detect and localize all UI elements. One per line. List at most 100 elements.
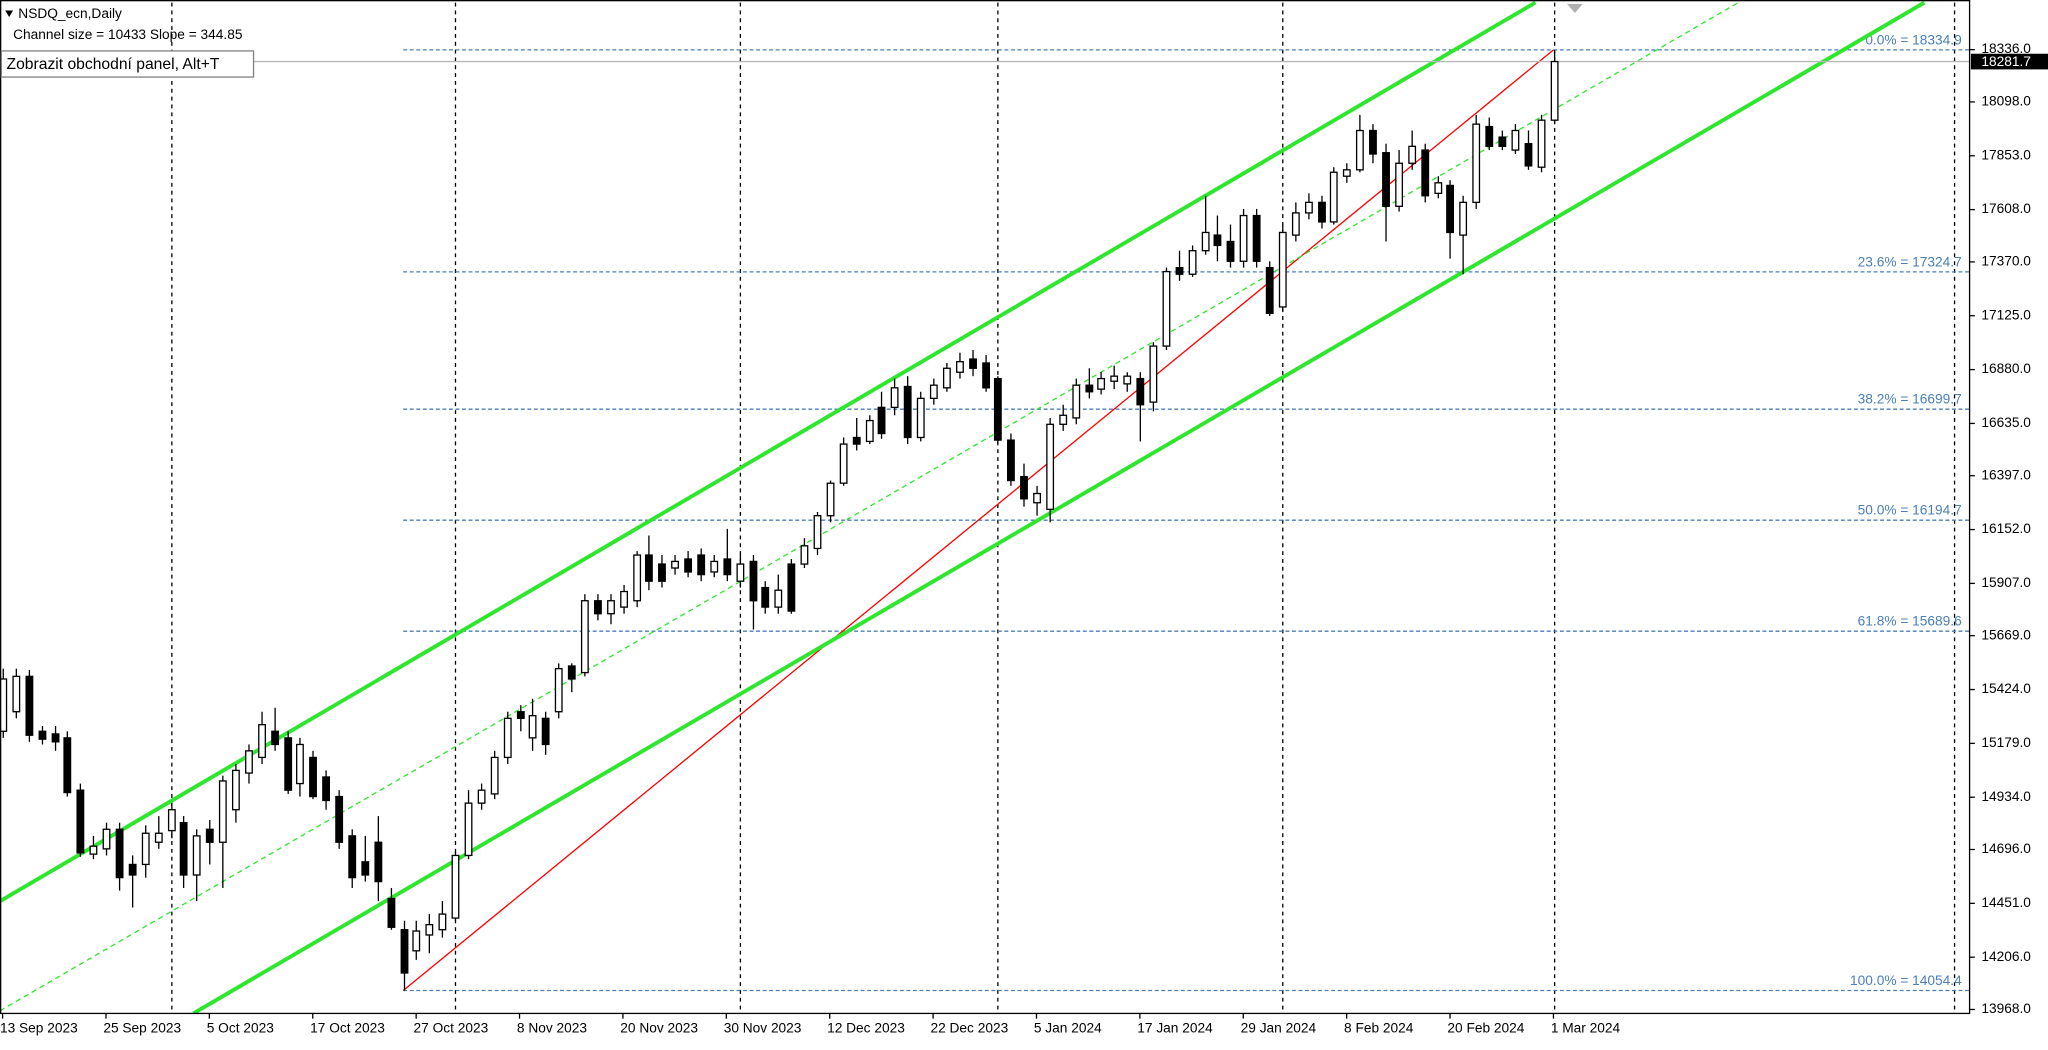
candle-body [516, 711, 525, 719]
candle-body [1136, 377, 1145, 406]
y-tick-label: 18336.0 [1981, 41, 2031, 56]
candle-body [993, 377, 1002, 441]
fibo-label: 50.0% = 16194.7 [1858, 503, 1962, 518]
y-tick-label: 13968.0 [1981, 1001, 2031, 1016]
candle-body [982, 362, 991, 389]
candle-body [322, 776, 331, 802]
candle-body [1485, 125, 1494, 147]
candle-body [1446, 184, 1454, 234]
x-tick-label: 20 Nov 2023 [620, 1021, 698, 1036]
candle-body [1265, 266, 1274, 314]
candle-body [1278, 231, 1287, 308]
candle-body [1434, 182, 1443, 195]
candle-body [1408, 145, 1417, 164]
candle-body [1201, 231, 1210, 252]
x-tick-label: 17 Oct 2023 [310, 1021, 385, 1036]
candle-body [51, 733, 60, 743]
candle-body [374, 841, 383, 883]
candle-body [697, 554, 706, 576]
candle-body [89, 845, 98, 855]
candle-body [541, 717, 550, 746]
candle-body [528, 715, 537, 739]
y-tick-label: 15179.0 [1981, 735, 2031, 750]
x-tick-label: 8 Feb 2024 [1344, 1021, 1414, 1036]
y-tick-label: 17370.0 [1981, 254, 2031, 269]
candle-body [412, 930, 421, 952]
y-tick-label: 17608.0 [1981, 201, 2031, 216]
candle-body [1304, 201, 1313, 214]
candle-body [451, 854, 460, 919]
candle-body [1110, 375, 1119, 382]
candle-body [580, 600, 589, 674]
button-label[interactable]: Zobrazit obchodní panel, Alt+T [7, 56, 220, 73]
candle-body [1342, 169, 1351, 177]
candle-body [1213, 234, 1222, 247]
candle-body [1085, 384, 1094, 393]
candle-body [1511, 129, 1520, 151]
candle-body [271, 730, 280, 746]
candle-body [1059, 414, 1068, 425]
candle-body [231, 769, 240, 811]
candle-body [684, 558, 693, 573]
x-tick-label: 1 Mar 2024 [1551, 1021, 1621, 1036]
candle-body [477, 789, 486, 804]
candle-body [400, 929, 409, 974]
y-tick-label: 14696.0 [1981, 841, 2031, 856]
channel-midline [0, 2, 1739, 1012]
candle-body [1188, 250, 1197, 275]
y-tick-label: 17125.0 [1981, 307, 2031, 322]
x-tick-label: 25 Sep 2023 [103, 1021, 181, 1036]
fibo-label: 38.2% = 16699.7 [1858, 392, 1962, 407]
collapse-arrow[interactable] [5, 10, 14, 17]
candle-body [1162, 270, 1171, 347]
candle-body [916, 397, 925, 439]
candle-body [942, 367, 951, 389]
fibo-label: 61.8% = 15689.6 [1858, 614, 1962, 629]
y-tick-label: 14206.0 [1981, 949, 2031, 964]
y-tick-label: 16397.0 [1981, 467, 2031, 482]
candle-body [1318, 201, 1326, 223]
chart-title: NSDQ_ecn,Daily [18, 6, 122, 21]
y-tick-label: 16880.0 [1981, 361, 2031, 376]
candle-body [1498, 136, 1507, 147]
candle-body [567, 665, 576, 680]
candle-body [644, 554, 653, 582]
candle-body [620, 590, 628, 608]
x-tick-label: 5 Jan 2024 [1034, 1021, 1102, 1036]
x-tick-label: 5 Oct 2023 [207, 1021, 274, 1036]
candle-body [76, 789, 85, 854]
candle-body [1226, 240, 1235, 262]
candle-body [1472, 123, 1481, 204]
channel-line [0, 0, 1537, 903]
candle-body [503, 717, 512, 759]
candle-body [710, 560, 719, 573]
candle-body [956, 361, 964, 373]
fibo-label: 23.6% = 17324.7 [1858, 254, 1962, 269]
candle-body [192, 835, 201, 876]
x-tick-label: 22 Dec 2023 [930, 1021, 1008, 1036]
candle-body [141, 832, 150, 866]
candle-body [1033, 492, 1041, 504]
candle-body [1046, 423, 1055, 510]
y-tick-label: 18098.0 [1981, 94, 2031, 109]
channel-info: Channel size = 10433 Slope = 344.85 [13, 27, 243, 42]
candle-body [1550, 60, 1559, 121]
x-tick-label: 27 Oct 2023 [414, 1021, 489, 1036]
candle-body [1459, 201, 1468, 236]
candle-body [1395, 162, 1404, 207]
candle-body [658, 563, 666, 582]
candle-body [633, 554, 642, 602]
candle-body [1369, 129, 1377, 155]
trade-panel-button[interactable]: Zobrazit obchodní panel, Alt+T [0, 50, 255, 78]
candle-body [1097, 377, 1106, 390]
button-frame[interactable] [0, 50, 255, 78]
shift-marker [1567, 3, 1583, 14]
y-tick-label: 14934.0 [1981, 789, 2031, 804]
axes-layer: 18336.0 18098.0 17853.0 17608.0 17370.0 17125… [0, 41, 2048, 1036]
y-tick-label: 14451.0 [1981, 895, 2031, 910]
candle-body [903, 385, 912, 439]
x-tick-label: 13 Sep 2023 [0, 1021, 78, 1036]
candle-body [387, 897, 396, 928]
candle-body [1239, 214, 1248, 262]
